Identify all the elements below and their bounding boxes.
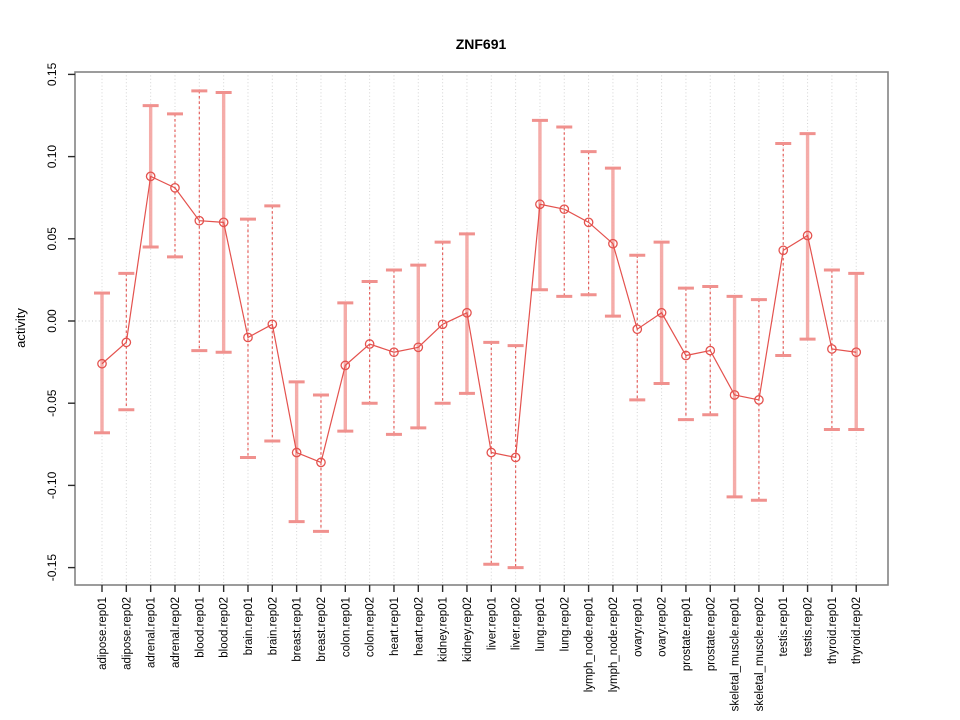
- x-tick-label: kidney.rep01: [438, 597, 450, 662]
- x-tick-label: testis.rep01: [778, 597, 790, 656]
- data-point: [778, 245, 789, 256]
- x-tick-label: blood.rep01: [194, 597, 206, 658]
- data-point: [535, 199, 545, 210]
- y-axis-label: activity: [13, 308, 28, 348]
- x-tick-label: heart.rep01: [389, 597, 401, 656]
- x-tick-label: skeletal_muscle.rep02: [754, 597, 766, 711]
- data-point: [510, 452, 521, 463]
- data-point: [754, 395, 764, 405]
- x-tick-label: adrenal.rep02: [170, 597, 182, 668]
- x-tick-label: breast.rep01: [292, 597, 304, 662]
- x-tick-label: liver.rep01: [486, 597, 498, 650]
- x-tick-label: lymph_node.rep02: [608, 597, 620, 692]
- data-point: [705, 345, 716, 356]
- data-point: [462, 307, 472, 318]
- grid-layer: [75, 72, 888, 585]
- x-tick-label: thyroid.rep02: [851, 597, 863, 664]
- data-point: [170, 182, 180, 193]
- data-point: [729, 390, 740, 400]
- x-tick-label: lymph_node.rep01: [584, 597, 596, 692]
- data-point: [827, 344, 837, 354]
- x-tick-label: ovary.rep01: [632, 597, 644, 657]
- data-point: [291, 447, 302, 458]
- data-point: [486, 447, 497, 458]
- y-tick-label: 0.10: [45, 145, 59, 169]
- x-tick-label: kidney.rep02: [462, 597, 474, 662]
- x-tick-label: prostate.rep01: [681, 597, 693, 671]
- data-point: [656, 307, 667, 318]
- data-point: [364, 339, 375, 349]
- data-point: [267, 319, 278, 330]
- y-tick-label: 0.00: [45, 309, 59, 333]
- data-point: [802, 230, 813, 241]
- data-point: [851, 347, 862, 358]
- data-point: [316, 457, 326, 468]
- x-tick-label: colon.rep02: [365, 597, 377, 657]
- x-tick-label: lung.rep02: [559, 597, 571, 651]
- x-tick-label: skeletal_muscle.rep01: [730, 597, 742, 711]
- series-line-layer: [101, 175, 857, 464]
- x-tick-label: brain.rep01: [243, 597, 255, 655]
- x-tick-label: thyroid.rep01: [827, 597, 839, 664]
- x-tick-label: adipose.rep02: [121, 597, 133, 670]
- x-tick-label: breast.rep02: [316, 597, 328, 662]
- x-tick-label: prostate.rep02: [705, 597, 717, 671]
- data-point-layer: [97, 171, 862, 468]
- data-point: [413, 342, 424, 353]
- data-point: [145, 171, 156, 182]
- y-tick-label: 0.05: [45, 227, 59, 251]
- data-point: [608, 238, 618, 249]
- y-tick-label: -0.10: [45, 471, 59, 499]
- plot-border: [74, 71, 889, 586]
- series-line: [101, 175, 857, 464]
- data-point: [218, 217, 229, 228]
- data-point: [559, 204, 570, 215]
- data-point: [97, 358, 107, 369]
- x-tick-label: liver.rep02: [511, 597, 523, 650]
- x-tick-label: heart.rep02: [413, 597, 425, 656]
- x-tick-label: adipose.rep01: [97, 597, 109, 670]
- data-point: [681, 350, 691, 361]
- y-tick-label: -0.05: [45, 389, 59, 417]
- data-point: [437, 319, 448, 330]
- x-tick-label: adrenal.rep01: [146, 597, 158, 668]
- data-point: [243, 332, 253, 343]
- y-tick-label: -0.15: [45, 554, 59, 582]
- data-point: [583, 217, 594, 228]
- x-tick-label: testis.rep02: [803, 597, 815, 656]
- chart-title: ZNF691: [456, 36, 507, 52]
- data-point: [389, 347, 399, 358]
- x-tick-label: lung.rep01: [535, 597, 547, 651]
- data-point: [121, 337, 132, 348]
- data-point: [194, 215, 205, 226]
- x-tick-label: blood.rep02: [219, 597, 231, 658]
- error-bar-layer: [94, 89, 865, 570]
- x-tick-label: brain.rep02: [267, 597, 279, 655]
- y-tick-label: 0.15: [45, 62, 59, 86]
- axis-layer: -0.15 -0.10 -0.05 0.00 0.05 0.10 0.15 adipose.r…: [45, 62, 889, 711]
- data-point: [632, 324, 643, 335]
- data-point: [340, 360, 351, 371]
- x-tick-label: ovary.rep02: [657, 597, 669, 657]
- x-tick-label: colon.rep01: [340, 597, 352, 657]
